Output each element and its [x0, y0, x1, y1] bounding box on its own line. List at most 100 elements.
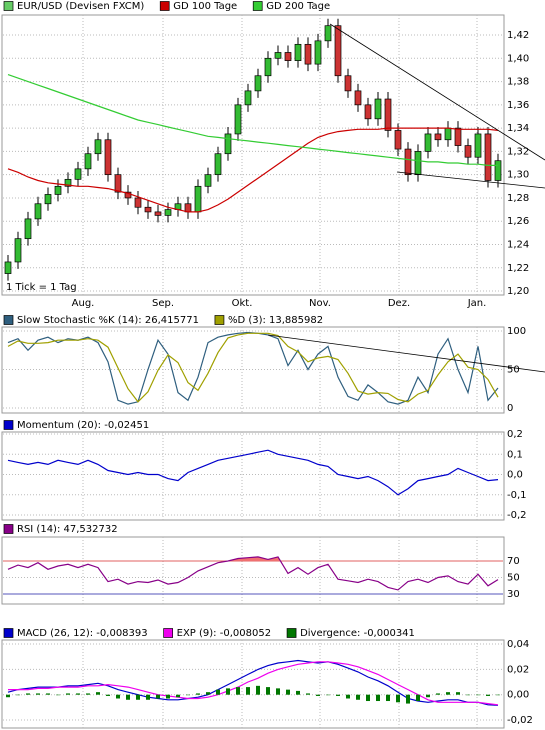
legend-label: %D (3): 13,885982 [228, 315, 323, 326]
legend-swatch [3, 1, 14, 11]
bar [426, 694, 430, 698]
candle-body [424, 133, 432, 152]
bar [166, 694, 170, 699]
bar [366, 694, 370, 702]
plot-area [1, 326, 505, 414]
candle-body [144, 206, 152, 213]
trend-line [396, 171, 545, 189]
trend-line [329, 23, 545, 161]
bar [206, 692, 210, 695]
candle-body [304, 43, 312, 65]
legend-label: GD 200 Tage [266, 1, 330, 12]
bar [236, 687, 240, 695]
series-line [7, 127, 499, 213]
y-tick-label: 1,34 [507, 123, 529, 134]
bar [336, 694, 340, 696]
x-tick-label: Sep. [152, 298, 174, 309]
candle-body [384, 98, 392, 131]
bar [16, 694, 20, 696]
bar [286, 689, 290, 695]
y-tick-label: 1,36 [507, 100, 529, 111]
x-tick-label: Nov. [309, 298, 331, 309]
bar [306, 693, 310, 695]
legend-label: Divergence: -0,000341 [300, 628, 415, 639]
candle-body [244, 90, 252, 106]
candle-body [404, 148, 412, 176]
bar [26, 693, 30, 695]
y-tick-label: 0 [507, 403, 513, 414]
bar [326, 694, 330, 696]
candle-body [4, 261, 12, 274]
bar [276, 688, 280, 695]
bar [216, 689, 220, 695]
bar [346, 694, 350, 699]
legend-label: Slow Stochastic %K (14): 26,415771 [17, 315, 199, 326]
x-tick-label: Okt. [232, 298, 253, 309]
candle-body [464, 145, 472, 158]
y-tick-label: 0,0 [507, 470, 523, 481]
candle-body [314, 40, 322, 65]
candle-body [394, 130, 402, 150]
bar [76, 693, 80, 695]
legend-swatch [3, 420, 14, 430]
candle-body [64, 178, 72, 187]
candle-body [44, 194, 52, 205]
plot-area [1, 14, 505, 296]
bar [96, 692, 100, 695]
bar [446, 692, 450, 695]
chart-title: EUR/USD (Devisen FXCM) [17, 1, 144, 12]
candle-body [294, 43, 302, 61]
legend-swatch [3, 524, 14, 534]
legend-label: RSI (14): 47,532732 [17, 524, 118, 535]
legend-swatch [286, 628, 297, 638]
candle-body [134, 197, 142, 208]
bar [86, 693, 90, 695]
candle-body [274, 52, 282, 59]
candle-body [444, 127, 452, 141]
y-tick-label: 1,26 [507, 216, 529, 227]
y-tick-label: 1,20 [507, 286, 529, 297]
candle-body [34, 203, 42, 220]
candle-body [284, 52, 292, 61]
candle-body [14, 238, 22, 263]
bar [226, 688, 230, 695]
series-line [7, 332, 499, 403]
legend-label: MACD (26, 12): -0,008393 [17, 628, 148, 639]
x-tick-label: Aug. [72, 298, 95, 309]
series-line [7, 449, 499, 496]
candle-body [264, 57, 272, 77]
bar [436, 693, 440, 695]
y-tick-label: -0,02 [507, 715, 533, 726]
y-tick-label: 1,32 [507, 146, 529, 157]
bar [476, 694, 480, 696]
series-line [8, 661, 499, 706]
candle-body [494, 160, 502, 181]
y-tick-label: 100 [507, 326, 526, 337]
candle-body [204, 174, 212, 187]
y-tick-label: 50 [507, 364, 520, 375]
candle-body [334, 25, 342, 77]
bar [266, 687, 270, 695]
candle-body [214, 153, 222, 176]
candle-body [24, 218, 32, 240]
y-tick-label: 1,38 [507, 77, 529, 88]
candle-body [434, 133, 442, 141]
y-tick-label: 1,40 [507, 53, 529, 64]
candle-body [94, 139, 102, 155]
bar [396, 694, 400, 703]
legend-label: EXP (9): -0,008052 [177, 628, 271, 639]
candle-body [344, 75, 352, 92]
y-tick-label: 70 [507, 556, 520, 567]
candle-body [104, 139, 112, 176]
candle-body [154, 211, 162, 216]
bar [106, 694, 110, 696]
y-tick-label: 0,00 [507, 690, 529, 701]
bar [416, 694, 420, 702]
bar [456, 692, 460, 695]
candle-body [354, 90, 362, 106]
candle-body [324, 25, 332, 42]
y-tick-label: 0,1 [507, 449, 523, 460]
candle-body [234, 104, 242, 135]
y-tick-label: -0,2 [507, 510, 527, 521]
y-tick-label: -0,1 [507, 490, 527, 501]
